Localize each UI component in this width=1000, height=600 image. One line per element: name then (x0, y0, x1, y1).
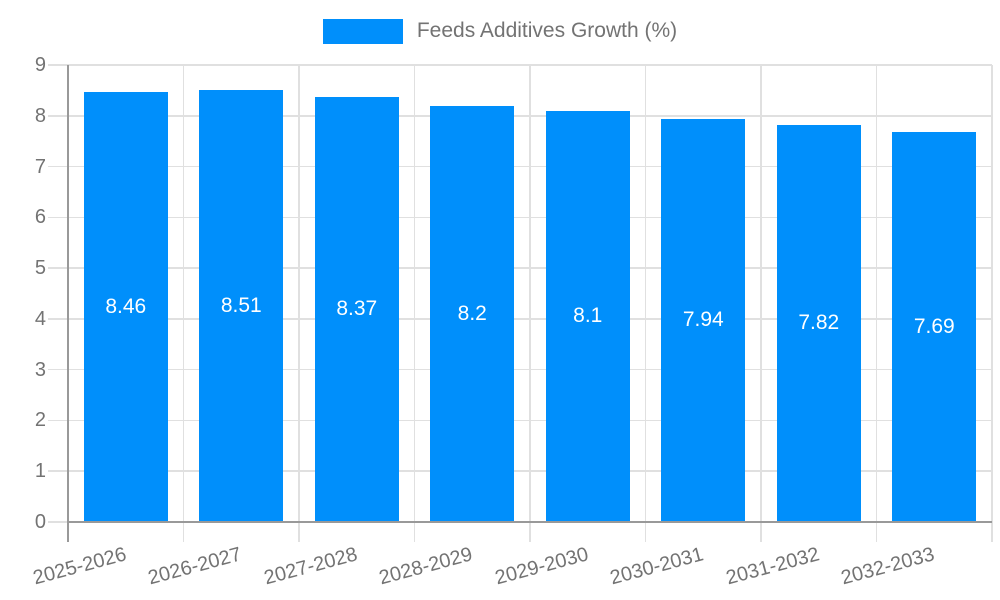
bar[interactable] (314, 96, 399, 522)
v-gridline (413, 65, 416, 522)
h-gridline (48, 165, 992, 168)
bar[interactable] (545, 110, 630, 522)
v-gridline (644, 65, 647, 522)
bar-value-label: 8.46 (105, 295, 147, 319)
x-tick (644, 522, 647, 542)
x-tick (413, 522, 416, 542)
bar-value-label: 8.2 (457, 301, 487, 325)
h-gridline (48, 64, 992, 66)
legend-label: Feeds Additives Growth (%) (416, 19, 678, 42)
x-tick (875, 522, 878, 542)
bar[interactable] (892, 131, 977, 522)
h-gridline (48, 419, 992, 422)
h-gridline (48, 267, 992, 269)
bar-value-label: 7.69 (913, 314, 955, 338)
bar[interactable] (430, 105, 515, 522)
v-gridline (875, 65, 878, 522)
legend[interactable]: Feeds Additives Growth (%) (0, 17, 1000, 45)
y-axis-tick-label: 7 (34, 155, 46, 178)
y-axis-tick-label: 3 (34, 358, 46, 381)
h-gridline (48, 368, 992, 371)
y-tick (48, 521, 68, 523)
v-gridline (760, 65, 762, 522)
bar[interactable] (83, 92, 168, 522)
bar-value-label: 8.37 (336, 297, 378, 321)
h-gridline (48, 115, 992, 117)
h-gridline (48, 216, 992, 219)
bar-value-label: 8.1 (573, 304, 603, 328)
y-axis-tick-label: 5 (34, 257, 46, 280)
y-axis-tick-label: 1 (34, 460, 46, 483)
bar[interactable] (661, 118, 746, 522)
v-gridline (991, 65, 993, 522)
v-gridline (529, 65, 531, 522)
bar-value-label: 8.51 (220, 293, 262, 317)
v-gridline (298, 65, 300, 522)
y-axis-tick-label: 9 (34, 54, 46, 76)
y-axis-line (67, 65, 69, 542)
y-axis-tick-label: 0 (34, 511, 46, 533)
y-axis-tick-label: 2 (34, 409, 46, 432)
y-axis-tick-label: 8 (34, 104, 46, 127)
x-tick (991, 522, 993, 542)
x-tick (760, 522, 762, 542)
bar[interactable] (776, 124, 861, 522)
y-axis-tick-label: 6 (34, 206, 46, 229)
h-gridline (48, 470, 992, 472)
x-tick (298, 522, 300, 542)
bar-value-label: 7.94 (682, 308, 724, 332)
legend-swatch (322, 18, 403, 44)
bar[interactable] (199, 89, 284, 522)
v-gridline (182, 65, 185, 522)
x-tick (529, 522, 531, 542)
h-gridline (48, 318, 992, 320)
y-axis-tick-label: 4 (34, 307, 46, 330)
x-axis-line (68, 521, 992, 523)
x-tick (182, 522, 185, 542)
bar-value-label: 7.82 (798, 311, 840, 335)
